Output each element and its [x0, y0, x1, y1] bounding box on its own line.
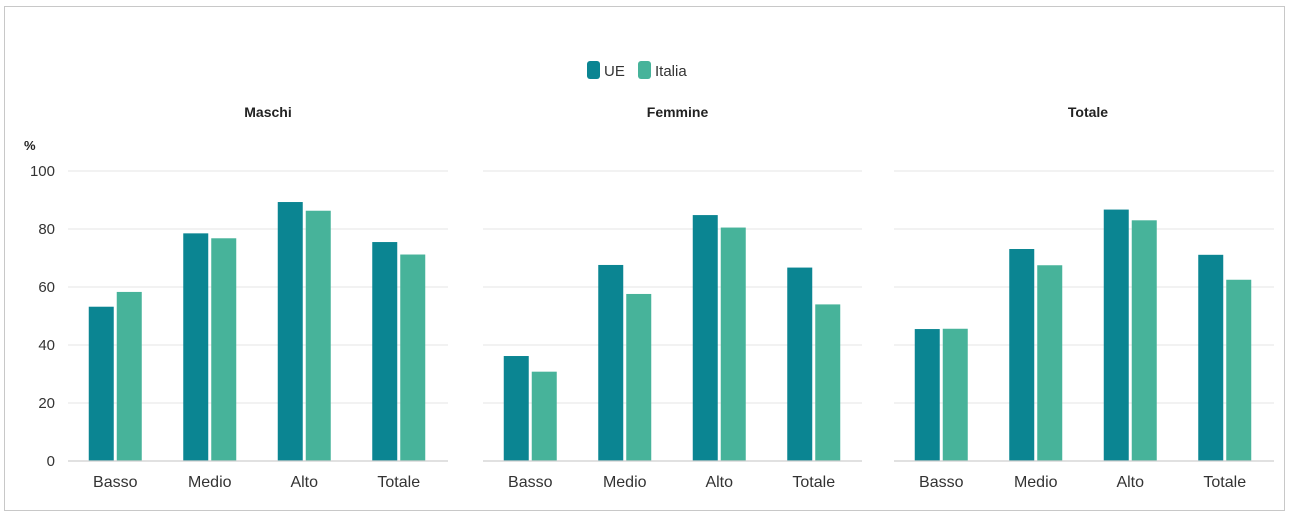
- legend-label-italia: Italia: [655, 63, 687, 80]
- bar-totale-alto-ue: [1103, 209, 1129, 461]
- y-tick-label: 80: [38, 221, 55, 238]
- bar-maschi-medio-italia: [211, 238, 237, 461]
- x-tick-label: Alto: [290, 474, 318, 491]
- bar-femmine-totale-italia: [815, 304, 841, 461]
- panel-title-maschi: Maschi: [244, 104, 291, 120]
- bar-femmine-basso-ue: [503, 356, 529, 461]
- bar-maschi-totale-ue: [372, 242, 398, 461]
- y-tick-label: 60: [38, 279, 55, 296]
- x-tick-label: Medio: [1014, 474, 1058, 491]
- x-tick-label: Totale: [1203, 474, 1246, 491]
- bar-totale-medio-ue: [1009, 249, 1035, 461]
- bar-femmine-medio-italia: [626, 293, 652, 461]
- x-tick-label: Totale: [792, 474, 835, 491]
- bar-maschi-alto-ue: [277, 202, 303, 461]
- bar-totale-totale-italia: [1226, 279, 1252, 461]
- x-tick-label: Basso: [919, 474, 964, 491]
- x-tick-label: Medio: [188, 474, 232, 491]
- bar-totale-medio-italia: [1037, 265, 1063, 461]
- x-tick-label: Basso: [93, 474, 138, 491]
- legend-label-ue: UE: [604, 63, 625, 80]
- bar-maschi-basso-ue: [88, 306, 114, 461]
- panel-title-femmine: Femmine: [647, 104, 709, 120]
- bar-maschi-totale-italia: [400, 254, 426, 461]
- legend-swatch-italia: [638, 61, 651, 79]
- bar-femmine-alto-italia: [720, 227, 746, 461]
- bar-maschi-alto-italia: [305, 210, 331, 461]
- legend-swatch-ue: [587, 61, 600, 79]
- bar-totale-basso-ue: [914, 329, 940, 461]
- x-tick-label: Alto: [705, 474, 733, 491]
- bar-femmine-basso-italia: [531, 371, 557, 461]
- bar-maschi-medio-ue: [183, 233, 209, 461]
- bar-totale-alto-italia: [1131, 220, 1157, 461]
- y-tick-label: 40: [38, 337, 55, 354]
- bar-femmine-medio-ue: [598, 264, 624, 461]
- y-unit-label: %: [24, 138, 36, 153]
- bar-femmine-totale-ue: [787, 267, 813, 461]
- bar-totale-totale-ue: [1198, 254, 1224, 461]
- y-tick-label: 100: [30, 163, 55, 180]
- x-tick-label: Basso: [508, 474, 553, 491]
- bar-femmine-alto-ue: [692, 215, 718, 461]
- bar-maschi-basso-italia: [116, 291, 142, 461]
- bar-totale-basso-italia: [942, 328, 968, 461]
- x-tick-label: Alto: [1116, 474, 1144, 491]
- y-tick-label: 20: [38, 395, 55, 412]
- x-tick-label: Medio: [603, 474, 647, 491]
- y-tick-label: 0: [47, 453, 55, 470]
- x-tick-label: Totale: [377, 474, 420, 491]
- panel-title-totale: Totale: [1068, 104, 1108, 120]
